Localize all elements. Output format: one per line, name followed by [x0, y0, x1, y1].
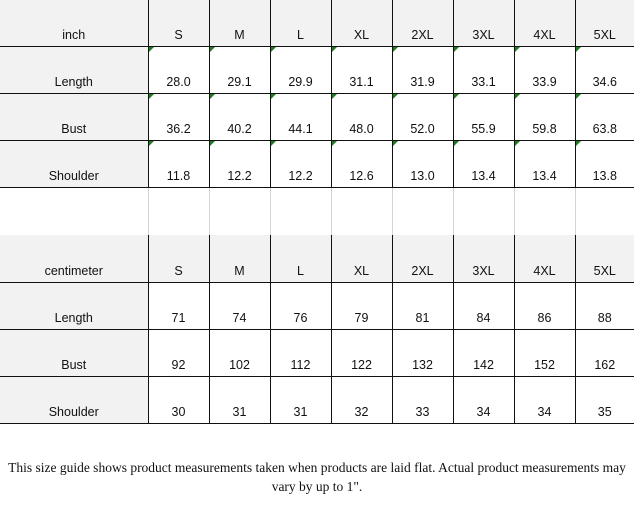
gridline — [209, 188, 210, 235]
gridline — [514, 188, 515, 235]
size-header: L — [269, 235, 332, 283]
measurement-cell: 162 — [574, 328, 634, 377]
size-header: S — [147, 235, 210, 283]
measurement-cell: 12.6 — [330, 139, 393, 188]
size-header: L — [269, 0, 332, 47]
size-header: 3XL — [452, 0, 515, 47]
measurement-cell: 13.4 — [452, 139, 515, 188]
measurement-cell: 76 — [269, 281, 332, 330]
size-guide-note: This size guide shows product measuremen… — [8, 460, 626, 494]
measurement-cell: 81 — [391, 281, 454, 330]
size-header: M — [208, 235, 271, 283]
measurement-cell: 71 — [147, 281, 210, 330]
size-header: M — [208, 0, 271, 47]
header-row: inch S M L XL 2XL 3XL 4XL 5XL — [0, 0, 634, 47]
measurement-cell: 112 — [269, 328, 332, 377]
blank-row — [0, 188, 634, 235]
measurement-cell: 40.2 — [208, 92, 271, 141]
measurement-cell: 11.8 — [147, 139, 210, 188]
table-row: Shoulder 11.8 12.2 12.2 12.6 13.0 13.4 13.4 13.8 — [0, 139, 634, 188]
row-label: Bust — [0, 92, 149, 141]
measurement-cell: 152 — [513, 328, 576, 377]
measurement-cell: 132 — [391, 328, 454, 377]
measurement-cell: 74 — [208, 281, 271, 330]
size-header: 5XL — [574, 0, 634, 47]
measurement-cell: 92 — [147, 328, 210, 377]
measurement-cell: 122 — [330, 328, 393, 377]
size-header: S — [147, 0, 210, 47]
measurement-cell: 36.2 — [147, 92, 210, 141]
measurement-cell: 88 — [574, 281, 634, 330]
measurement-cell: 31 — [269, 375, 332, 424]
table-row: Length 71 74 76 79 81 84 86 88 — [0, 281, 634, 330]
measurement-cell: 44.1 — [269, 92, 332, 141]
size-header: 2XL — [391, 0, 454, 47]
gridline — [148, 188, 149, 235]
gridline — [575, 188, 576, 235]
gridline — [331, 188, 332, 235]
measurement-cell: 142 — [452, 328, 515, 377]
measurement-cell: 102 — [208, 328, 271, 377]
measurement-cell: 86 — [513, 281, 576, 330]
measurement-cell: 33 — [391, 375, 454, 424]
measurement-cell: 34 — [452, 375, 515, 424]
size-header: 4XL — [513, 235, 576, 283]
measurement-cell: 52.0 — [391, 92, 454, 141]
measurement-cell: 29.9 — [269, 45, 332, 94]
measurement-cell: 13.0 — [391, 139, 454, 188]
measurement-cell: 84 — [452, 281, 515, 330]
size-header: 3XL — [452, 235, 515, 283]
unit-label: centimeter — [0, 235, 149, 283]
measurement-cell: 59.8 — [513, 92, 576, 141]
measurement-cell: 13.8 — [574, 139, 634, 188]
measurement-cell: 33.9 — [513, 45, 576, 94]
table-row: Shoulder 30 31 31 32 33 34 34 35 — [0, 375, 634, 424]
measurement-cell: 79 — [330, 281, 393, 330]
size-header: XL — [330, 235, 393, 283]
row-label: Bust — [0, 328, 149, 377]
measurement-cell: 12.2 — [208, 139, 271, 188]
size-header: 2XL — [391, 235, 454, 283]
measurement-cell: 30 — [147, 375, 210, 424]
measurement-cell: 35 — [574, 375, 634, 424]
measurement-cell: 31 — [208, 375, 271, 424]
measurement-cell: 13.4 — [513, 139, 576, 188]
measurement-cell: 29.1 — [208, 45, 271, 94]
measurement-cell: 34 — [513, 375, 576, 424]
header-row: centimeter S M L XL 2XL 3XL 4XL 5XL — [0, 235, 634, 283]
row-label: Shoulder — [0, 375, 149, 424]
table-row: Length 28.0 29.1 29.9 31.1 31.9 33.1 33.9 34.6 — [0, 45, 634, 94]
measurement-cell: 31.9 — [391, 45, 454, 94]
measurement-cell: 31.1 — [330, 45, 393, 94]
gridline — [270, 188, 271, 235]
gridline — [392, 188, 393, 235]
gridline — [453, 188, 454, 235]
size-header: 5XL — [574, 235, 634, 283]
measurement-cell: 34.6 — [574, 45, 634, 94]
inch-size-table: inch S M L XL 2XL 3XL 4XL 5XL Length 28.0 29.1 29.9 3… — [0, 0, 634, 188]
row-label: Length — [0, 45, 149, 94]
measurement-cell: 48.0 — [330, 92, 393, 141]
row-label: Length — [0, 281, 149, 330]
measurement-cell: 28.0 — [147, 45, 210, 94]
measurement-cell: 55.9 — [452, 92, 515, 141]
table-row: Bust 36.2 40.2 44.1 48.0 52.0 55.9 59.8 63.8 — [0, 92, 634, 141]
measurement-cell: 12.2 — [269, 139, 332, 188]
measurement-cell: 63.8 — [574, 92, 634, 141]
measurement-cell: 32 — [330, 375, 393, 424]
centimeter-size-table: centimeter S M L XL 2XL 3XL 4XL 5XL Length 71 74 76 7… — [0, 235, 634, 424]
row-label: Shoulder — [0, 139, 149, 188]
unit-label: inch — [0, 0, 149, 47]
size-header: XL — [330, 0, 393, 47]
measurement-cell: 33.1 — [452, 45, 515, 94]
table-row: Bust 92 102 112 122 132 142 152 162 — [0, 328, 634, 377]
size-header: 4XL — [513, 0, 576, 47]
